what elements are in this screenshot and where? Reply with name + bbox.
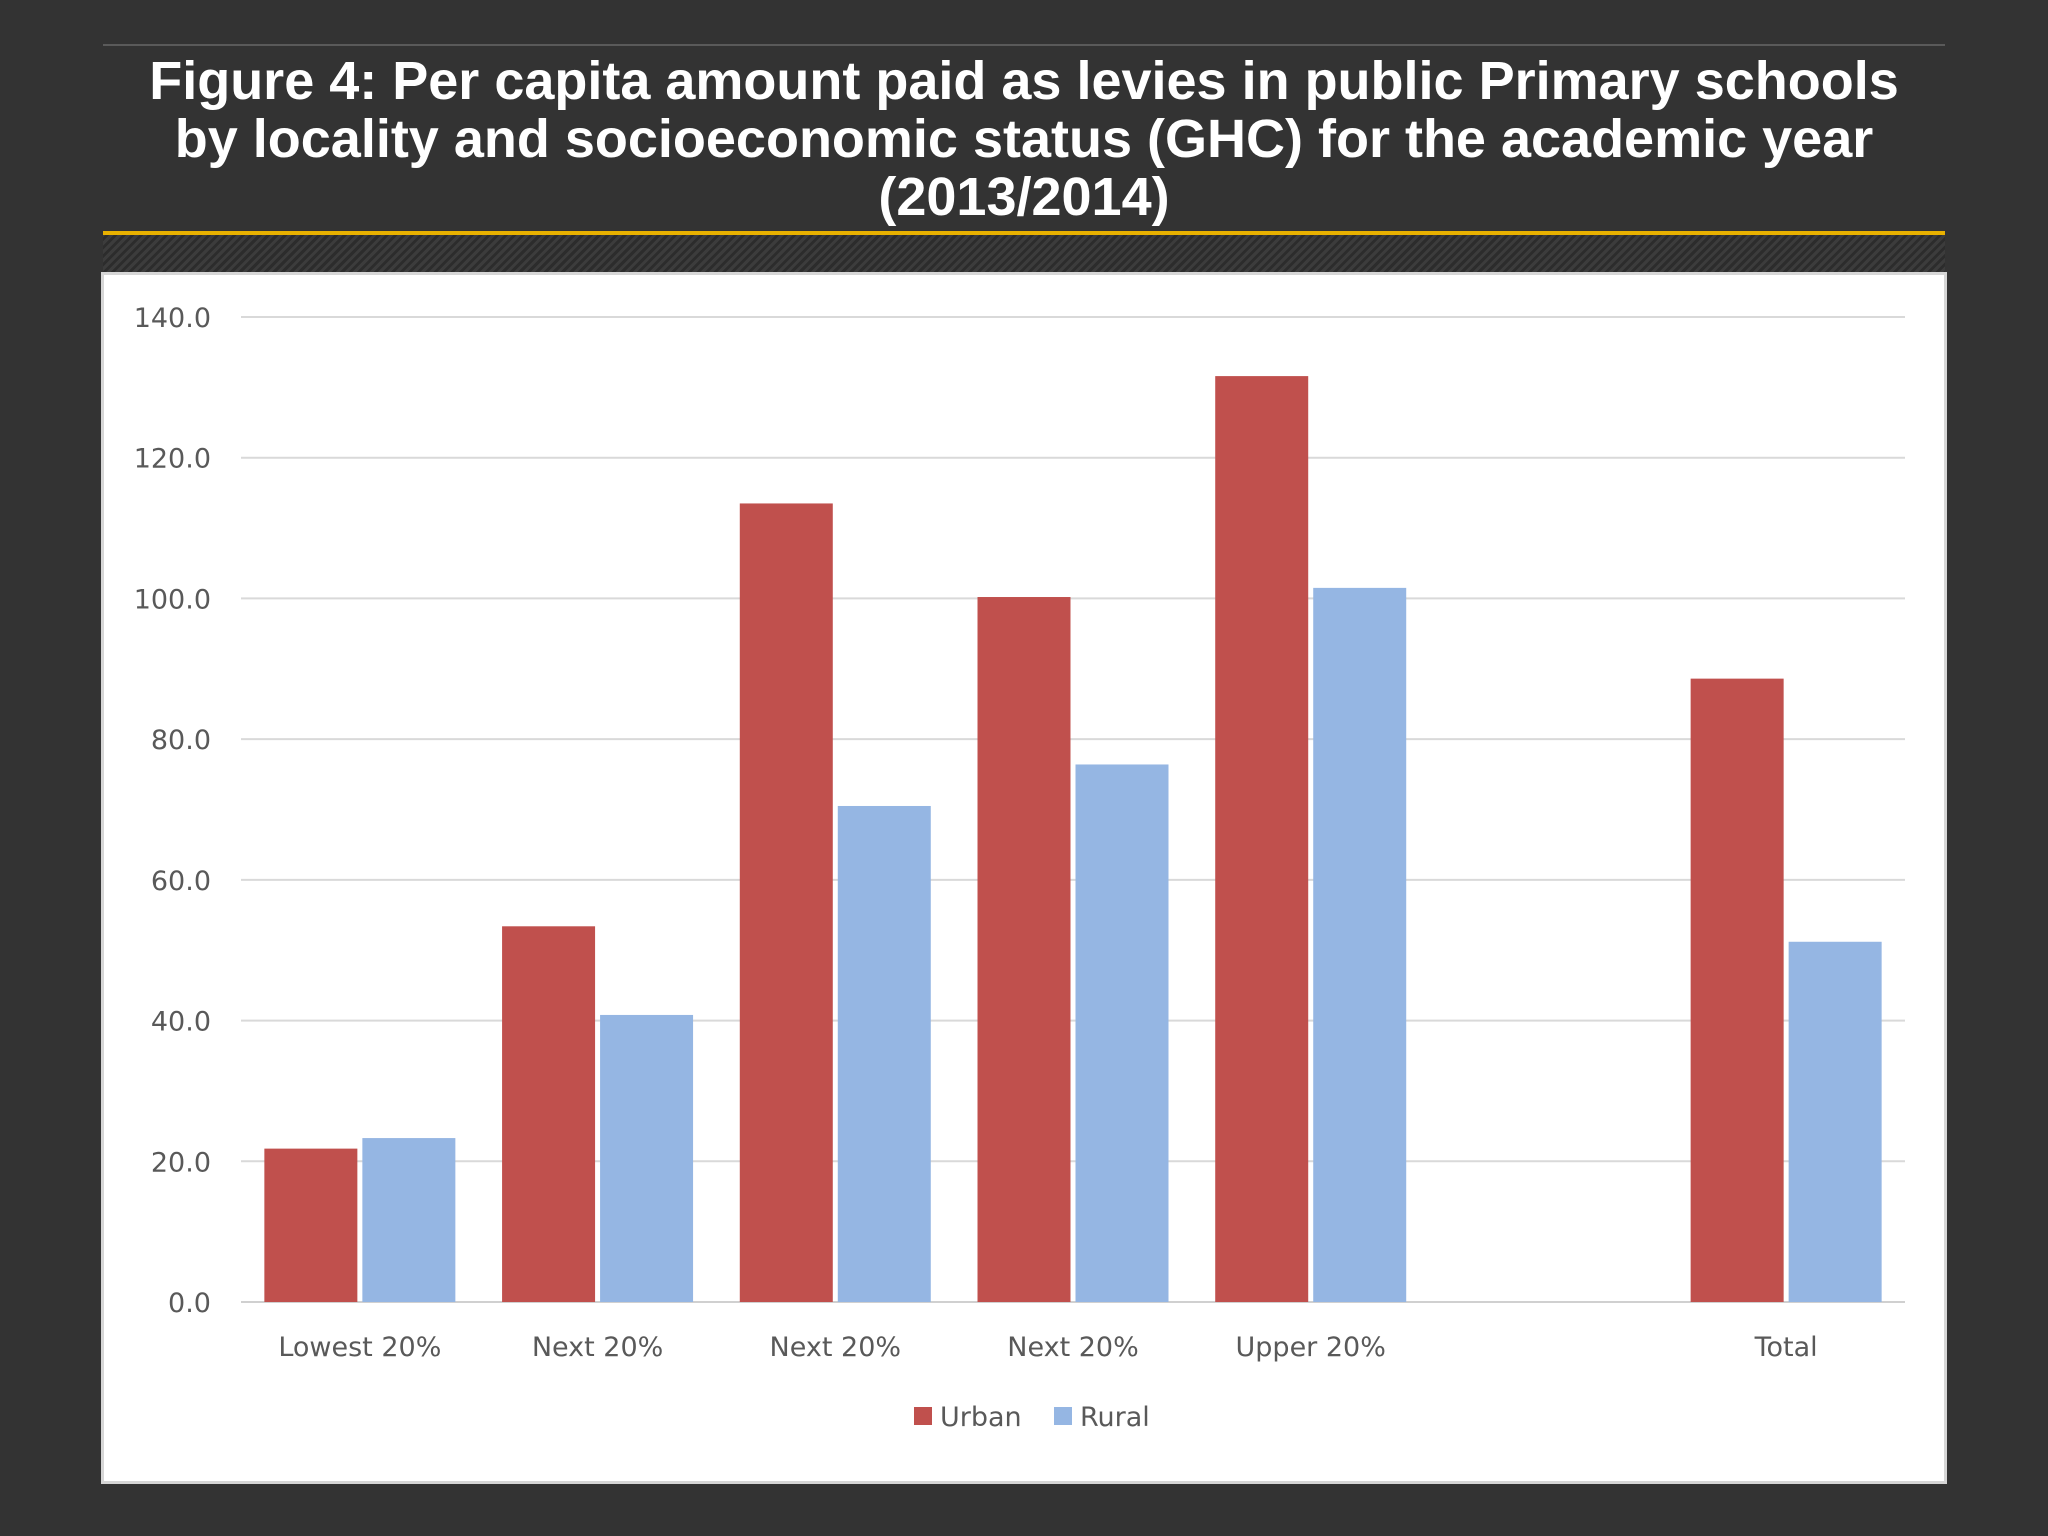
y-tick-label: 40.0: [151, 1007, 211, 1038]
bar-urban: [264, 1148, 358, 1302]
title-line-2: by locality and socioeconomic status (GH…: [174, 109, 1874, 169]
hatched-band: [103, 233, 1945, 275]
page-title: Figure 4: Per capita amount paid as levi…: [60, 52, 1988, 226]
y-tick-label: 20.0: [151, 1147, 211, 1178]
x-tick-label: Next 20%: [1007, 1332, 1139, 1363]
chart-panel: 0.0 20.0 40.0 60.0 80.0 100.0 120.0 140.0 Lowest…: [101, 272, 1947, 1484]
bar-rural: [362, 1138, 456, 1302]
y-tick-label: 80.0: [151, 725, 211, 756]
y-tick-label: 0.0: [168, 1288, 211, 1319]
legend-label-rural: Rural: [1080, 1402, 1150, 1433]
legend-label-urban: Urban: [940, 1402, 1022, 1433]
gold-divider: [103, 231, 1945, 235]
x-tick-label: Lowest 20%: [278, 1332, 441, 1363]
bar-rural: [1788, 941, 1882, 1302]
x-tick-label: Next 20%: [770, 1332, 902, 1363]
title-line-1: Figure 4: Per capita amount paid as levi…: [149, 51, 1899, 111]
top-divider: [103, 44, 1945, 46]
legend-swatch-urban: [914, 1407, 932, 1425]
y-tick-label: 60.0: [151, 866, 211, 897]
title-line-3: (2013/2014): [878, 167, 1170, 227]
bar-urban: [1690, 678, 1784, 1302]
y-tick-label: 120.0: [134, 444, 211, 475]
bar-rural: [837, 805, 931, 1302]
bar-urban: [739, 503, 833, 1302]
bar-rural: [1313, 587, 1407, 1302]
y-tick-label: 140.0: [134, 303, 211, 334]
bar-chart: 0.0 20.0 40.0 60.0 80.0 100.0 120.0 140.0 Lowest…: [134, 303, 1905, 1433]
bar-rural: [600, 1014, 694, 1302]
legend-swatch-rural: [1054, 1407, 1072, 1425]
bar-urban: [977, 597, 1071, 1302]
x-tick-label: Total: [1754, 1332, 1818, 1363]
bar-rural: [1075, 764, 1169, 1302]
x-tick-label: Next 20%: [532, 1332, 664, 1363]
x-tick-label: Upper 20%: [1236, 1332, 1386, 1363]
bar-urban: [502, 926, 596, 1302]
bar-urban: [1215, 376, 1309, 1303]
y-tick-label: 100.0: [134, 584, 211, 615]
